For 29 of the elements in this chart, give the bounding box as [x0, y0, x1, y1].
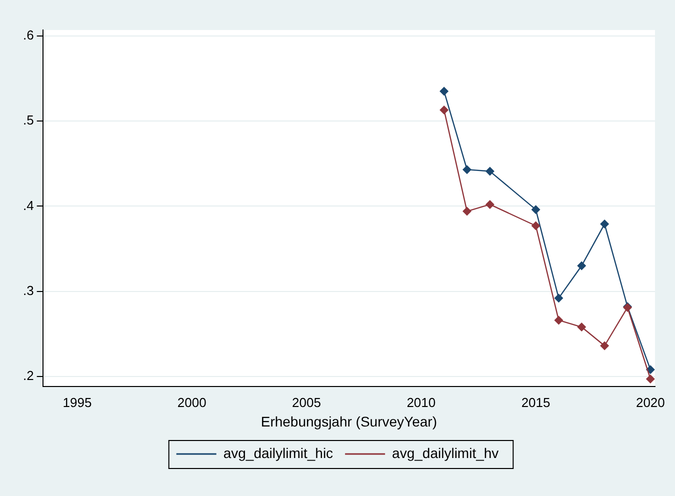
point — [646, 374, 655, 384]
point — [462, 206, 472, 216]
y-tick-label: .2 — [23, 368, 34, 383]
point — [600, 341, 610, 350]
point — [531, 221, 540, 230]
x-tick-label: 2010 — [406, 394, 436, 410]
point — [554, 294, 564, 303]
legend-label: avg_dailylimit_hic — [223, 444, 334, 461]
point — [485, 166, 494, 176]
point — [462, 165, 472, 174]
y-tick-label: .6 — [23, 28, 34, 43]
point — [554, 316, 564, 325]
point — [577, 261, 586, 270]
point — [440, 86, 449, 96]
point — [440, 106, 449, 114]
x-tick-label: 1995 — [62, 394, 92, 410]
x-tick-label: 2000 — [177, 394, 206, 410]
y-tick-label: .5 — [23, 112, 34, 128]
y-tick-label: .4 — [23, 198, 34, 213]
x-tick-label: 2005 — [292, 394, 321, 410]
legend-label: avg_dailylimit_hv — [392, 444, 499, 461]
point — [600, 220, 610, 229]
x-axis-title: Erhebungsjahr (SurveyYear) — [260, 413, 437, 430]
x-tick-label: 2020 — [636, 394, 665, 410]
point — [531, 205, 540, 214]
point — [577, 322, 586, 332]
point — [485, 200, 494, 209]
x-tick-label: 2015 — [521, 394, 550, 410]
y-tick-label: .3 — [23, 282, 34, 298]
